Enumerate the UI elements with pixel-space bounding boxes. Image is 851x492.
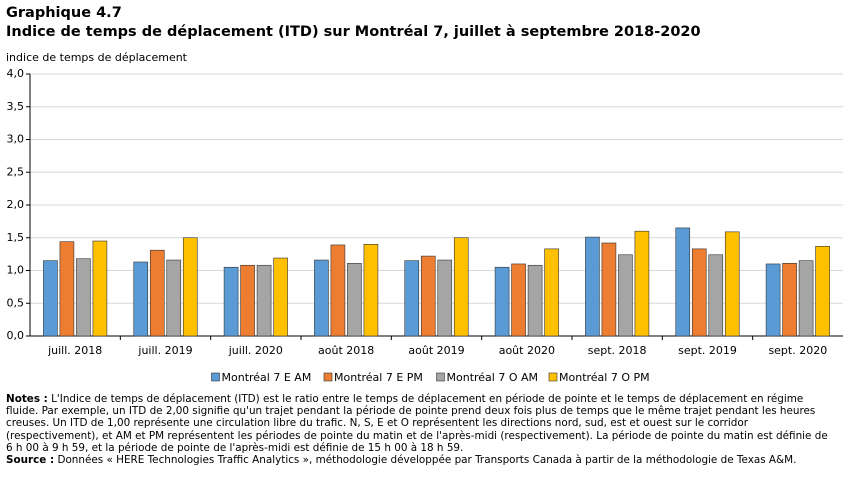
bar <box>765 263 781 337</box>
x-tick-label: sept. 2018 <box>588 344 647 357</box>
bar <box>511 263 526 337</box>
x-tick-label: juill. 2019 <box>137 344 192 357</box>
bar <box>618 254 633 337</box>
bar <box>223 266 239 337</box>
bar <box>585 236 600 337</box>
x-tick-label: juill. 2020 <box>228 344 283 357</box>
bar <box>494 266 510 337</box>
legend-swatch <box>436 372 445 382</box>
bar <box>544 248 559 337</box>
bar <box>43 260 58 337</box>
bar <box>92 240 108 337</box>
x-tick-label: août 2018 <box>318 344 374 357</box>
bar <box>708 254 724 337</box>
y-tick-label: 3,5 <box>7 100 25 113</box>
y-tick-label: 2,0 <box>7 198 25 211</box>
bar <box>437 259 453 337</box>
bar <box>256 264 272 337</box>
bar <box>601 242 617 337</box>
notes: Notes : L'Indice de temps de déplacement… <box>6 393 836 466</box>
x-tick-label: sept. 2019 <box>678 344 737 357</box>
x-tick-label: août 2020 <box>499 344 555 357</box>
bar <box>691 248 707 337</box>
y-tick-label: 4,0 <box>7 67 25 80</box>
bar <box>420 255 436 337</box>
bar <box>149 249 165 337</box>
bar <box>166 259 182 337</box>
bar <box>724 231 740 337</box>
y-tick-label: 2,5 <box>7 165 25 178</box>
notes-label: Notes : <box>6 393 48 405</box>
y-tick-label: 1,5 <box>7 231 25 244</box>
notes-block: Notes : L'Indice de temps de déplacement… <box>6 393 836 454</box>
bar <box>798 260 814 337</box>
legend-label: Montréal 7 O AM <box>447 371 539 384</box>
bar <box>59 241 75 337</box>
bar <box>182 237 198 337</box>
bar <box>782 262 797 337</box>
chart: Graphique 4.7 Indice de temps de déplace… <box>6 5 843 384</box>
notes-text: L'Indice de temps de déplacement (ITD) e… <box>6 393 828 454</box>
source-block: Source : Données « HERE Technologies Tra… <box>6 454 836 466</box>
legend-swatch <box>211 372 220 382</box>
chart-kicker: Graphique 4.7 <box>6 5 122 21</box>
x-tick-label: juill. 2018 <box>47 344 102 357</box>
bar <box>330 244 346 337</box>
bar <box>240 264 255 337</box>
legend-label: Montréal 7 O PM <box>559 371 650 384</box>
legend-label: Montréal 7 E PM <box>334 371 423 384</box>
legend-swatch <box>548 372 558 382</box>
bar <box>273 257 288 337</box>
y-tick-label: 1,0 <box>7 264 25 277</box>
bar <box>527 264 543 337</box>
bar <box>453 237 469 337</box>
bar <box>404 260 420 337</box>
bar <box>347 262 362 337</box>
source-label: Source : <box>6 454 55 467</box>
bar <box>133 261 149 337</box>
chart-title: Indice de temps de déplacement (ITD) sur… <box>6 24 701 40</box>
x-tick-label: sept. 2020 <box>768 344 827 357</box>
y-tick-label: 0,0 <box>7 329 25 342</box>
bar <box>76 258 91 337</box>
y-axis-label: indice de temps de déplacement <box>6 51 188 64</box>
legend-swatch <box>323 372 333 382</box>
x-tick-label: août 2019 <box>408 344 464 357</box>
bar <box>314 259 329 337</box>
bar <box>815 245 830 337</box>
bar <box>675 227 691 337</box>
y-tick-label: 3,0 <box>7 133 25 146</box>
legend-label: Montréal 7 E AM <box>222 371 312 384</box>
source-text: Données « HERE Technologies Traffic Anal… <box>57 454 797 467</box>
bar <box>363 244 379 337</box>
y-tick-label: 0,5 <box>7 296 25 309</box>
bar <box>634 230 650 337</box>
